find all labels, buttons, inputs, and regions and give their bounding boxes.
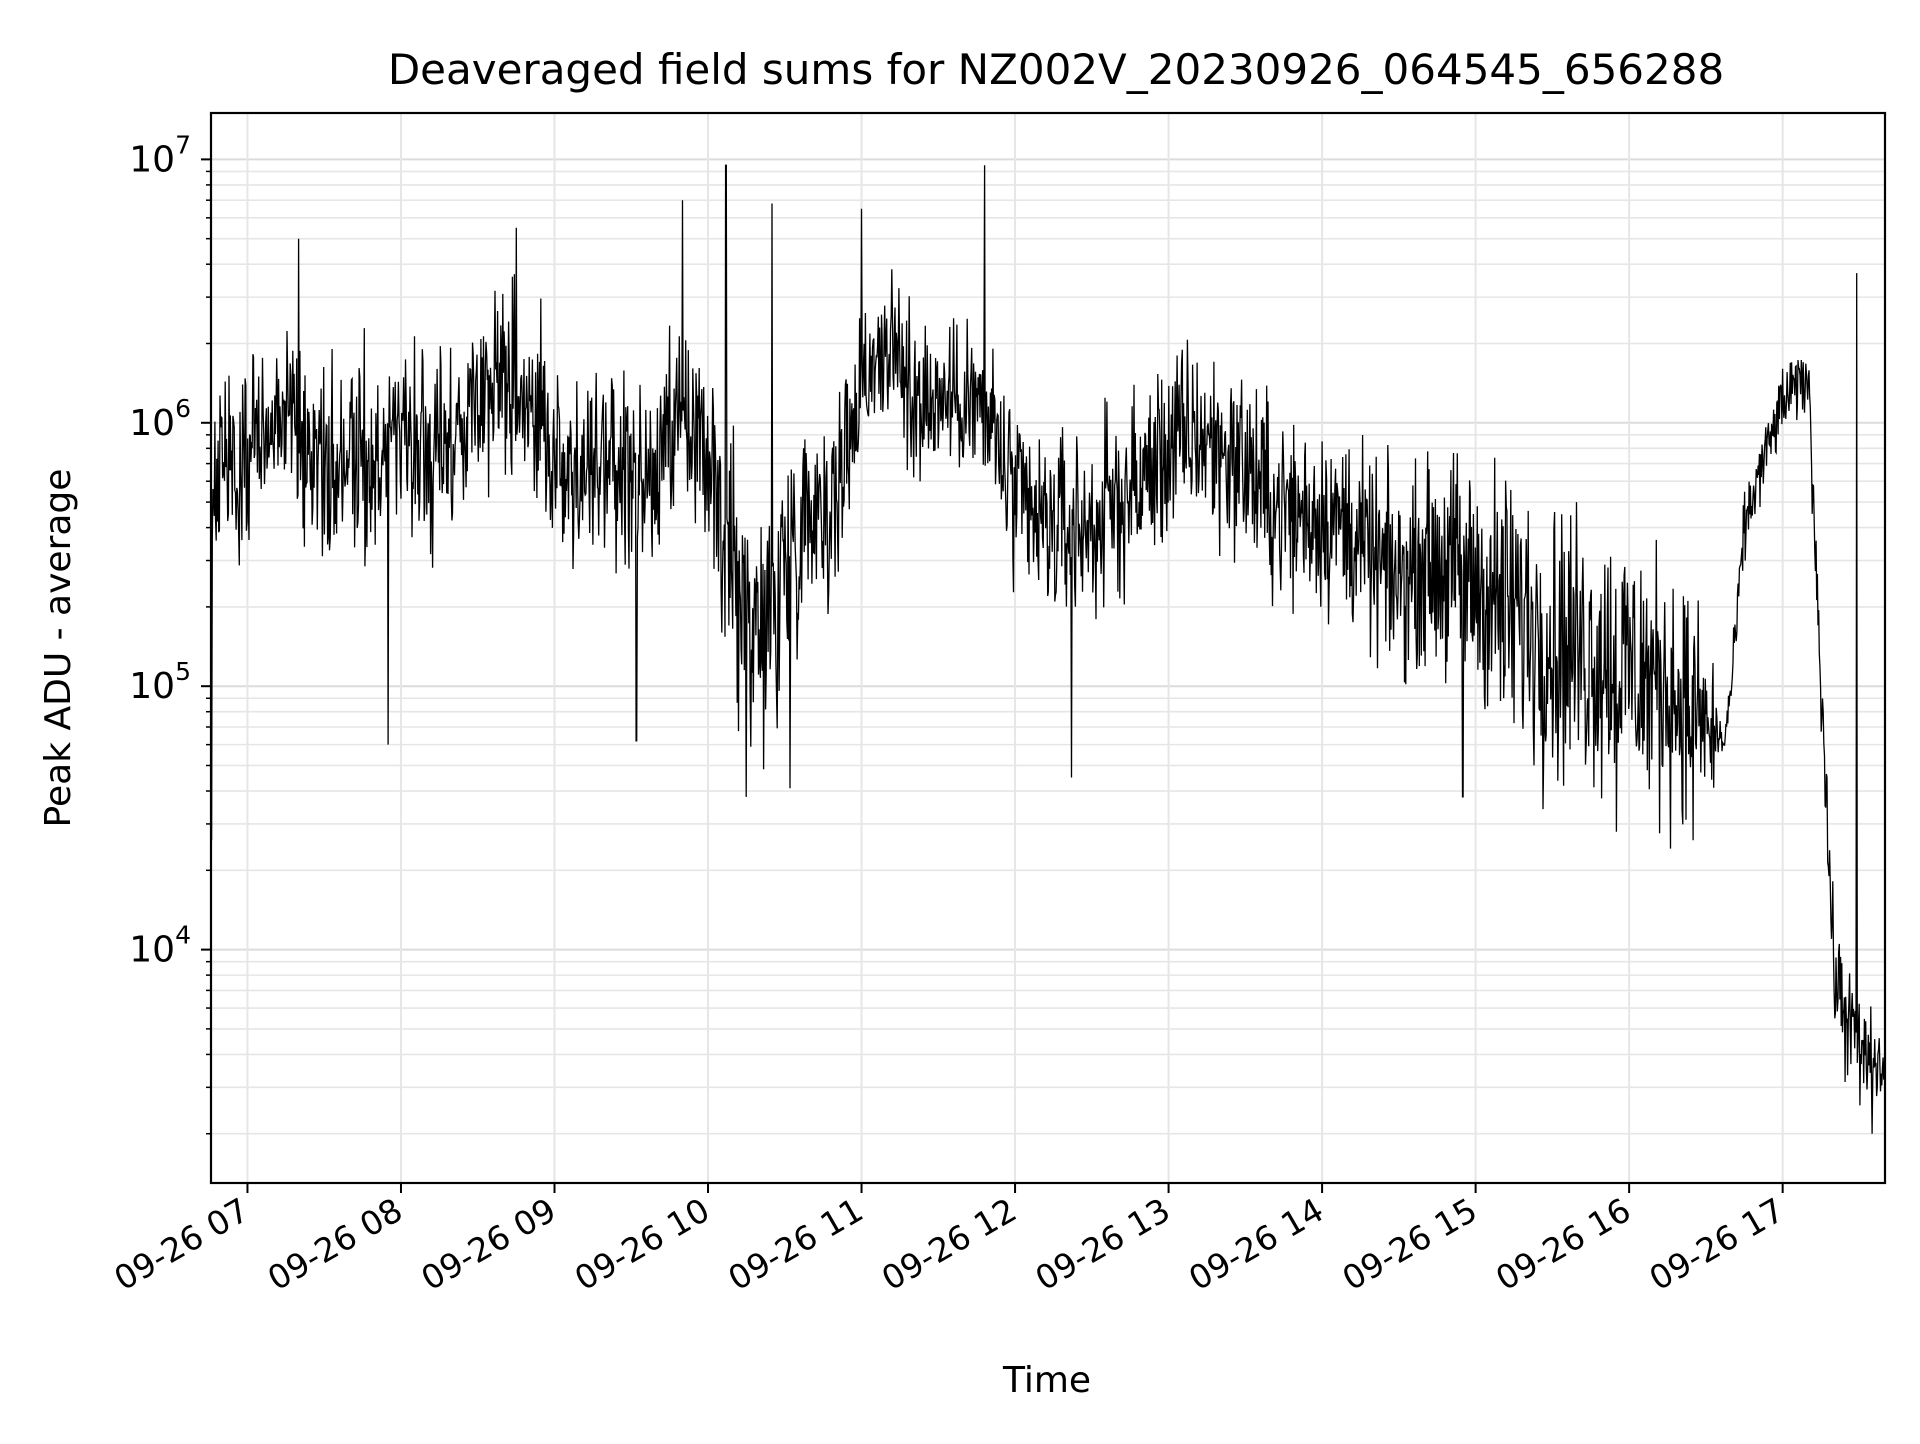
chart-title: Deaveraged field sums for NZ002V_2023092…: [388, 45, 1724, 94]
y-tick-label: 105: [129, 657, 191, 707]
series-line-peak-adu: [210, 164, 1886, 1134]
y-axis-label: Peak ADU - average: [38, 469, 79, 828]
y-tick-label: 104: [129, 921, 191, 971]
y-tick-label: 106: [129, 394, 191, 444]
y-tick-label: 107: [129, 130, 191, 180]
x-axis-label: Time: [1002, 1360, 1091, 1401]
data-series: [210, 164, 1886, 1134]
plot-frame: [209, 111, 1887, 1185]
grid: [211, 113, 1885, 1183]
